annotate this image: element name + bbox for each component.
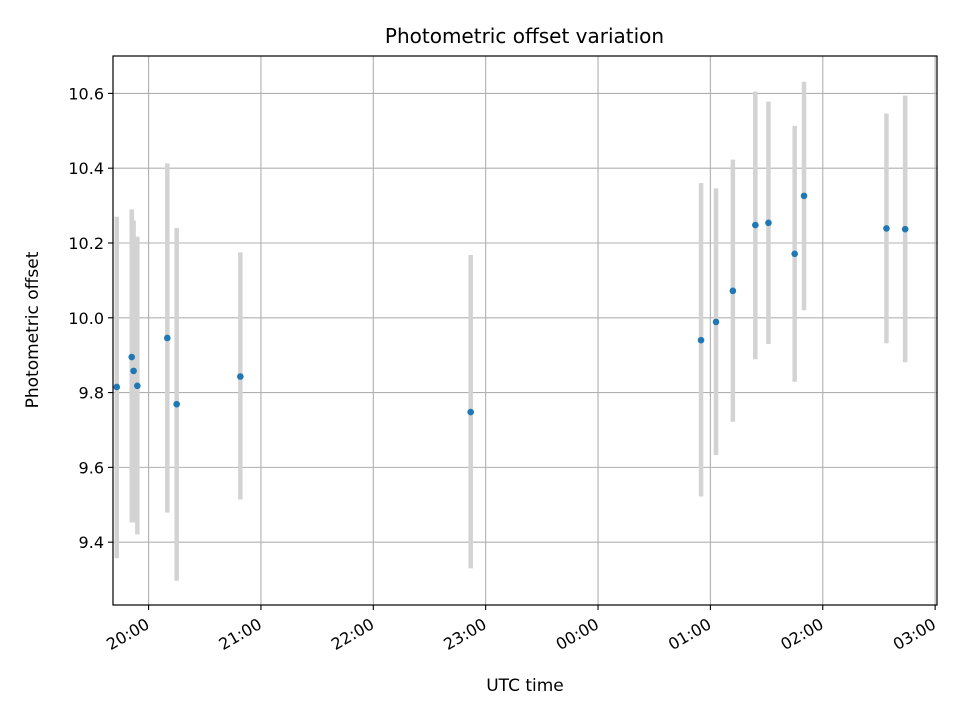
grid-lines bbox=[113, 56, 937, 605]
data-point bbox=[467, 408, 474, 416]
data-point bbox=[173, 400, 180, 408]
y-axis-label: Photometric offset bbox=[23, 251, 43, 408]
x-axis-label: UTC time bbox=[486, 676, 564, 696]
y-tick-label: 10.6 bbox=[68, 84, 104, 103]
y-tick-label: 10.0 bbox=[68, 309, 104, 328]
data-point bbox=[712, 318, 720, 326]
x-tick-label: 21:00 bbox=[216, 614, 265, 654]
data-point bbox=[883, 225, 890, 232]
y-tick-label: 9.4 bbox=[79, 533, 104, 552]
data-point bbox=[752, 221, 759, 229]
data-point bbox=[765, 219, 772, 227]
x-tick-label: 02:00 bbox=[777, 614, 826, 654]
x-tick-label: 03:00 bbox=[890, 614, 939, 654]
data-point bbox=[697, 336, 705, 344]
error-bars bbox=[114, 81, 908, 581]
data-point bbox=[237, 373, 244, 380]
data-point bbox=[128, 353, 136, 361]
x-tick-label: 01:00 bbox=[665, 614, 714, 654]
x-tick-label: 23:00 bbox=[440, 614, 489, 654]
data-point bbox=[901, 225, 909, 233]
x-tick-label: 22:00 bbox=[328, 614, 377, 654]
data-point bbox=[130, 367, 137, 375]
y-tick-label: 9.6 bbox=[79, 458, 104, 477]
x-tick-label: 00:00 bbox=[553, 614, 602, 654]
data-point bbox=[113, 383, 121, 391]
data-point bbox=[729, 287, 737, 295]
x-tick-label: 20:00 bbox=[103, 614, 152, 654]
data-point bbox=[134, 382, 141, 390]
plot-frame bbox=[112, 55, 938, 606]
data-points bbox=[113, 192, 909, 416]
data-point bbox=[791, 250, 798, 258]
y-axis-ticks: 9.4 9.6 9.8 10.0 10.2 10.4 10.6 bbox=[68, 84, 113, 552]
y-tick-label: 10.2 bbox=[68, 234, 104, 253]
chart-title: Photometric offset variation bbox=[385, 24, 664, 48]
y-tick-label: 10.4 bbox=[68, 159, 104, 178]
y-tick-label: 9.8 bbox=[79, 384, 104, 403]
x-axis-ticks: 20:00 21:00 22:00 23:00 00:00 01:00 02:00 03:00 bbox=[103, 605, 939, 654]
data-point bbox=[164, 334, 171, 342]
data-point bbox=[800, 192, 808, 200]
